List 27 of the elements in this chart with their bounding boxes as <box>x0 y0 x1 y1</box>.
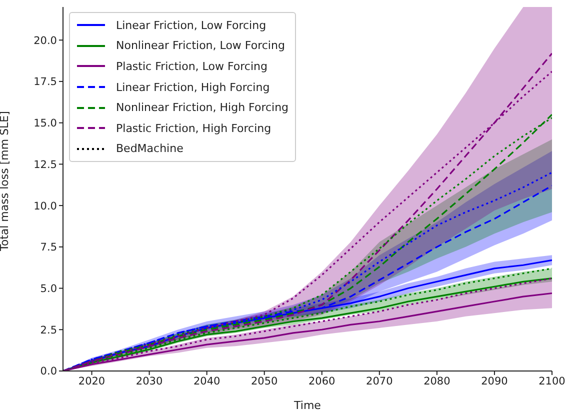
legend-label: BedMachine <box>116 142 184 156</box>
x-tick-label: 2060 <box>308 375 336 388</box>
x-tick-label: 2030 <box>136 375 163 388</box>
x-tick-label: 2070 <box>366 375 393 388</box>
y-tick-label: 7.5 <box>40 242 57 254</box>
x-tick-label: 2080 <box>424 375 450 388</box>
x-tick-label: 2040 <box>193 375 220 388</box>
legend-label: Plastic Friction, High Forcing <box>116 122 272 135</box>
y-tick-label: 2.5 <box>40 324 57 336</box>
y-tick-label: 17.5 <box>34 76 57 88</box>
y-tick-label: 0.0 <box>40 366 57 378</box>
x-axis-title: Time <box>293 399 322 412</box>
x-tick-label: 2020 <box>78 375 106 388</box>
y-tick-label: 10.0 <box>34 200 57 212</box>
y-tick-label: 12.5 <box>34 158 57 171</box>
x-tick-label: 2090 <box>481 375 508 388</box>
y-tick-label: 15.0 <box>34 118 57 130</box>
y-tick-label: 20.0 <box>34 34 57 47</box>
y-tick-label: 5.0 <box>40 283 57 295</box>
y-axis-title: Total mass loss [mm SLE] <box>0 111 11 252</box>
legend-label: Nonlinear Friction, High Forcing <box>116 101 289 114</box>
legend-label: Linear Friction, High Forcing <box>116 80 270 94</box>
x-tick-label: 2050 <box>250 375 278 388</box>
x-tick-label: 2100 <box>538 375 566 388</box>
legend-label: Plastic Friction, Low Forcing <box>116 60 268 73</box>
legend-label: Linear Friction, Low Forcing <box>116 18 266 32</box>
legend-label: Nonlinear Friction, Low Forcing <box>116 39 285 52</box>
